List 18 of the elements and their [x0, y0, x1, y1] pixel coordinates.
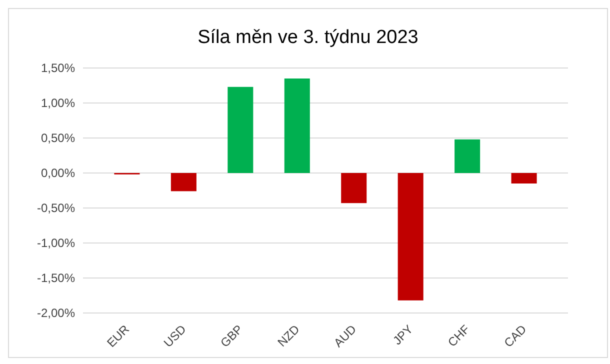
chart-title: Síla měn ve 3. týdnu 2023	[198, 27, 418, 48]
y-tick-label: -2,00%	[36, 306, 76, 320]
y-tick-label: -0,50%	[36, 201, 76, 216]
x-tick-label: JPY	[390, 322, 416, 348]
bar	[454, 139, 480, 173]
y-tick-label: 1,00%	[40, 96, 76, 110]
y-tick-label: -1,00%	[36, 236, 76, 250]
bar	[341, 173, 367, 204]
x-tick-label: CAD	[501, 322, 530, 350]
bar	[170, 173, 196, 192]
bar	[511, 173, 537, 184]
bar	[398, 173, 424, 300]
y-tick-label: 0,50%	[40, 131, 76, 146]
bar	[284, 78, 310, 173]
y-tick-label: 0,00%	[40, 166, 76, 180]
bar	[228, 86, 254, 173]
y-tick-label: 1,50%	[40, 61, 76, 76]
y-tick-label: -1,50%	[36, 271, 76, 286]
